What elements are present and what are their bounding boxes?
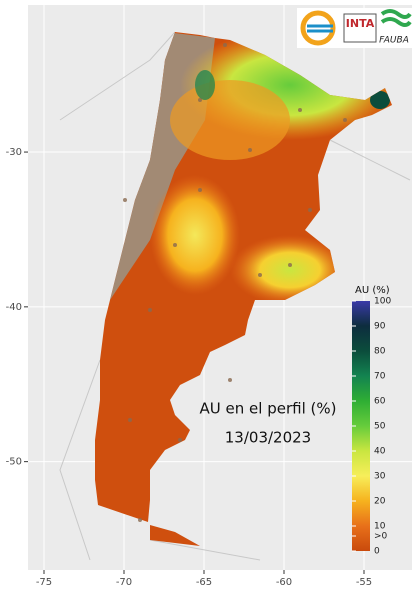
legend-tick-label: 70 — [374, 372, 386, 382]
legend-tick-label: 80 — [374, 347, 386, 357]
legend-tick-label: 90 — [374, 322, 386, 332]
y-tick-label: -30 — [6, 147, 22, 158]
legend-tick-label: 0 — [374, 547, 380, 557]
legend-tick-label: 30 — [374, 472, 386, 482]
logos: INTA FAUBA — [297, 8, 412, 48]
legend-colorbar — [352, 301, 370, 551]
y-tick-label: -40 — [6, 302, 22, 313]
legend-tick-label: 40 — [374, 447, 386, 457]
x-tick-label: -60 — [276, 577, 292, 588]
x-tick-label: -75 — [36, 577, 52, 588]
x-tick-label: -55 — [356, 577, 372, 588]
stations — [123, 43, 347, 522]
legend-tick-label: >0 — [374, 532, 388, 542]
legend-tick-label: 20 — [374, 497, 386, 507]
legend-tick-label: 100 — [374, 297, 391, 307]
legend-tick-label: 60 — [374, 397, 386, 407]
tierra-del-fuego — [150, 525, 200, 546]
legend-tick-label: 50 — [374, 422, 386, 432]
map-annotation: AU en el perfil (%) — [200, 400, 337, 418]
legend-tick-label: 10 — [374, 522, 386, 532]
neighbor-borders — [59, 31, 411, 561]
map-date: 13/03/2023 — [225, 429, 311, 447]
legend-title: AU (%) — [355, 285, 390, 296]
x-tick-label: -65 — [196, 577, 212, 588]
logo-text: FAUBA — [379, 36, 409, 46]
y-tick-label: -50 — [6, 457, 22, 468]
x-tick-label: -70 — [116, 577, 132, 588]
logo-text: INTA — [346, 17, 375, 30]
